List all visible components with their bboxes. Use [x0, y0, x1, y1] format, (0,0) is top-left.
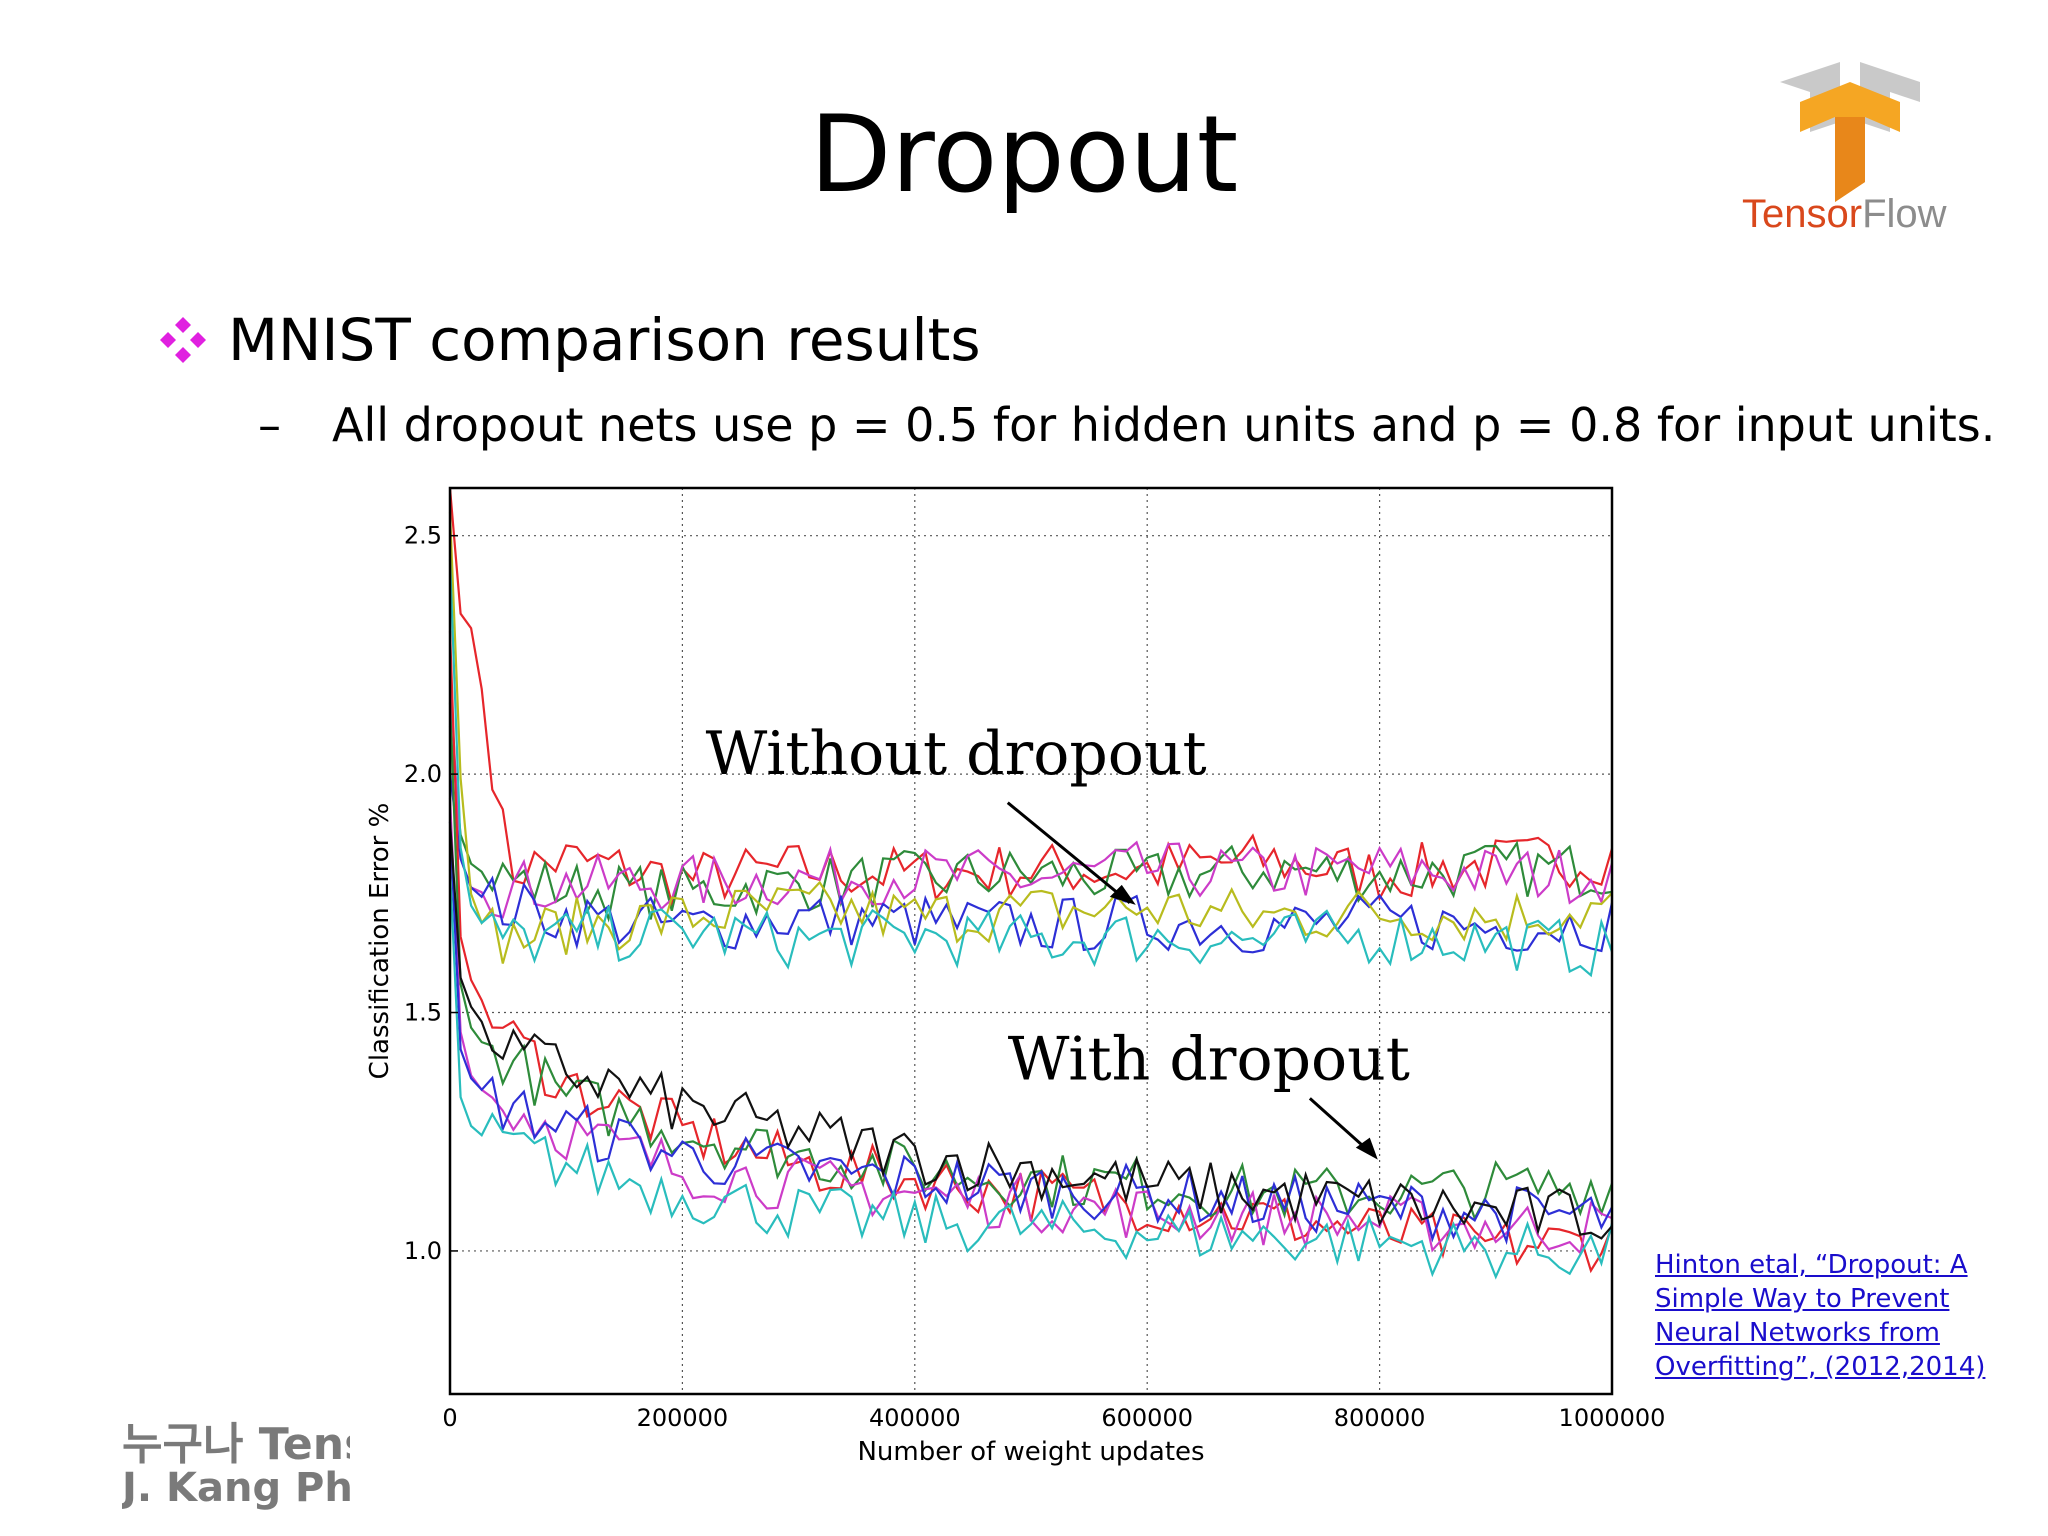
footer-course-title: 누구나 TensorFlow!	[122, 1419, 350, 1470]
bullet-text: MNIST comparison results	[228, 306, 981, 374]
tensorflow-logo-text: TensorFlow	[1742, 192, 1947, 236]
citation-link[interactable]: Hinton etal, “Dropout: A Simple Way to P…	[1655, 1250, 1986, 1382]
error-chart: 0 200000 400000 600000 800000 1000000 1.0 1.5 2.…	[365, 486, 1666, 1467]
series-line-with	[448, 821, 1613, 1246]
sub-bullet-text: All dropout nets use p = 0.5 for hidden …	[332, 398, 1996, 452]
slide-title: Dropout	[809, 93, 1239, 216]
tensorflow-logo: TensorFlow	[1742, 62, 1947, 236]
chart-grid	[450, 488, 1612, 1394]
y-axis-label: Classification Error %	[365, 803, 395, 1080]
x-axis-label: Number of weight updates	[857, 1437, 1204, 1467]
series-line-with	[448, 821, 1613, 1240]
y-tick-label: 1.5	[404, 999, 442, 1027]
citation[interactable]: Hinton etal, “Dropout: A Simple Way to P…	[1655, 1248, 1995, 1384]
diamond-bullet-icon	[160, 317, 206, 363]
series-line-without	[448, 559, 1614, 978]
annotation-with-dropout: With dropout	[1008, 1024, 1410, 1094]
series-line-without	[448, 511, 1613, 964]
tensorflow-logo-mark	[1780, 62, 1920, 202]
x-tick-label: 200000	[637, 1404, 729, 1432]
dash-bullet-icon: –	[258, 398, 281, 452]
bullet-item: MNIST comparison results	[158, 305, 981, 375]
y-tick-label: 1.0	[404, 1237, 442, 1265]
annotation-arrowhead	[1109, 884, 1136, 905]
series-line-without	[448, 487, 1614, 907]
y-tick-label: 2.0	[404, 760, 442, 788]
series-line-with	[448, 702, 1614, 1222]
x-tick-label: 1000000	[1559, 1404, 1666, 1432]
x-tick-label: 600000	[1101, 1404, 1193, 1432]
annotation-without-dropout: Without dropout	[706, 719, 1207, 789]
x-tick-label: 0	[442, 1404, 457, 1432]
chart-ticks: 0 200000 400000 600000 800000 1000000 1.0 1.5 2.…	[404, 522, 1666, 1432]
chart-annotations: Without dropout With dropout	[706, 719, 1410, 1160]
y-tick-label: 2.5	[404, 522, 442, 550]
chart-frame	[448, 486, 1614, 1396]
annotation-arrowhead	[1355, 1137, 1378, 1160]
series-line-without	[448, 678, 1614, 919]
annotation-arrow	[1006, 801, 1131, 905]
x-tick-label: 400000	[869, 1404, 961, 1432]
footer-author: J. Kang Ph.D.	[122, 1465, 350, 1511]
series-line-without	[448, 726, 1613, 923]
chart-series	[448, 487, 1614, 1280]
sub-bullet-item: – All dropout nets use p = 0.5 for hidde…	[258, 398, 1995, 452]
x-tick-label: 800000	[1334, 1404, 1426, 1432]
series-line-with	[448, 869, 1614, 1280]
